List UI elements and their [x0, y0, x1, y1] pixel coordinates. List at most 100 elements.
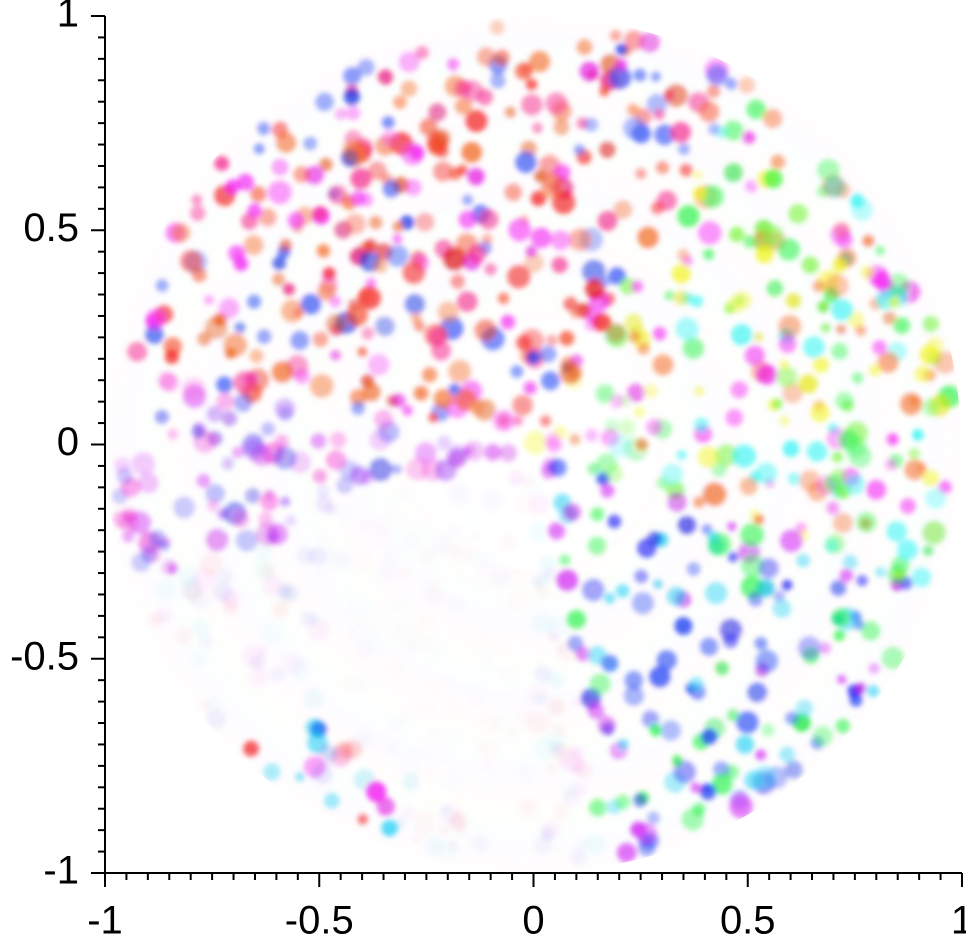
speckle [649, 665, 671, 688]
speckle [391, 630, 404, 643]
speckle [285, 515, 296, 526]
speckle [351, 548, 375, 572]
speckle [171, 223, 191, 243]
speckle [707, 122, 721, 136]
speckle [546, 334, 558, 347]
speckle [604, 464, 624, 483]
speckle [223, 333, 248, 357]
speckle [456, 164, 469, 176]
speckle [242, 740, 260, 757]
speckle [398, 489, 409, 500]
speckle [735, 735, 755, 754]
speckle [214, 155, 230, 172]
speckle [544, 431, 561, 449]
speckle [497, 414, 511, 428]
speckle [693, 385, 705, 397]
speckle [484, 443, 502, 461]
speckle [646, 418, 663, 436]
speckle [525, 245, 538, 258]
speckle [623, 30, 645, 51]
speckle [608, 434, 632, 458]
speckle [544, 728, 566, 750]
speckle [457, 572, 468, 583]
speckle [617, 418, 636, 437]
speckle [810, 402, 830, 423]
speckle [630, 280, 644, 293]
speckle [581, 578, 605, 602]
speckle [221, 589, 240, 608]
speckle [471, 834, 490, 853]
speckle [391, 393, 407, 408]
speckle [758, 558, 779, 579]
speckle [274, 398, 296, 419]
speckle [422, 635, 445, 658]
speckle [319, 157, 333, 172]
speckle [379, 599, 395, 615]
speckle [772, 598, 792, 619]
speckle [730, 380, 749, 399]
speckle [839, 568, 854, 583]
y-tick-label: 1 [57, 0, 79, 36]
speckle [784, 711, 799, 725]
speckle [633, 68, 647, 82]
speckle [433, 388, 454, 409]
speckle [832, 512, 854, 534]
speckle [531, 122, 544, 134]
speckle [746, 99, 767, 120]
speckle [562, 780, 579, 798]
speckle [334, 107, 348, 121]
speckle [478, 209, 499, 230]
speckle [725, 408, 744, 427]
speckle [164, 349, 180, 365]
speckle [634, 167, 647, 180]
speckle [533, 692, 547, 706]
speckle [650, 71, 662, 83]
speckle [375, 735, 398, 758]
speckle [468, 530, 479, 541]
speckle [310, 432, 327, 450]
speckle [911, 567, 932, 588]
speckle [392, 233, 403, 245]
speckle [437, 301, 460, 323]
speckle [520, 93, 543, 116]
speckle [166, 428, 179, 441]
speckle [820, 322, 831, 333]
speckle [351, 401, 365, 415]
speckle [704, 581, 728, 605]
speckle [484, 263, 497, 276]
speckle [514, 62, 533, 81]
speckle [699, 783, 717, 801]
speckle [671, 263, 692, 284]
speckle [363, 238, 378, 253]
speckle [466, 550, 490, 574]
speckle [463, 440, 484, 462]
speckle [600, 483, 615, 498]
speckle [157, 370, 177, 390]
speckle [922, 520, 946, 545]
speckle [478, 748, 496, 766]
speckle [350, 167, 372, 190]
speckle [504, 183, 523, 202]
speckle [386, 244, 409, 268]
speckle [660, 719, 682, 741]
speckle [523, 252, 544, 273]
speckle [812, 725, 834, 747]
speckle [428, 328, 447, 346]
speckle [271, 361, 294, 383]
speckle [587, 462, 601, 476]
speckle [686, 561, 701, 577]
speckle [744, 179, 759, 193]
speckle [523, 430, 548, 455]
speckle [922, 469, 940, 487]
speckle [177, 566, 199, 588]
speckle [627, 103, 640, 116]
speckle [436, 435, 452, 451]
speckle [607, 514, 622, 529]
speckle [692, 186, 708, 201]
speckle [138, 472, 160, 494]
speckle [723, 162, 744, 183]
speckle [425, 767, 437, 779]
speckle [467, 244, 487, 264]
speckle [357, 58, 375, 76]
